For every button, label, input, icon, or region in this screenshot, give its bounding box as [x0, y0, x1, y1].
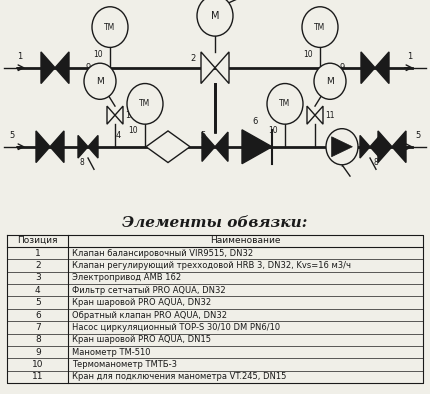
Text: 1: 1 [17, 52, 23, 61]
Polygon shape [146, 131, 190, 163]
Text: 10: 10 [93, 50, 103, 59]
Text: 11: 11 [32, 372, 43, 381]
Text: 4: 4 [35, 286, 40, 295]
Text: 8: 8 [35, 335, 41, 344]
Text: 9: 9 [339, 63, 344, 72]
Text: Клапан регулирующий трехходовой HRB 3, DN32, Kvs=16 м3/ч: Клапан регулирующий трехходовой HRB 3, D… [72, 261, 351, 270]
Text: 10: 10 [32, 360, 43, 369]
Text: 10: 10 [128, 126, 138, 136]
Polygon shape [242, 130, 272, 164]
Text: М: М [211, 11, 219, 21]
Text: 1: 1 [35, 249, 41, 258]
Text: 10: 10 [303, 50, 313, 59]
Text: 8: 8 [80, 158, 84, 167]
Text: 4: 4 [115, 131, 121, 140]
Text: Элементы обвязки:: Элементы обвязки: [122, 216, 308, 230]
Text: Термоманометр ТМТБ-3: Термоманометр ТМТБ-3 [72, 360, 177, 369]
Polygon shape [375, 52, 389, 84]
Text: 2: 2 [35, 261, 40, 270]
Text: М: М [326, 77, 334, 86]
Text: 8: 8 [374, 158, 378, 167]
Text: ТМ: ТМ [104, 22, 116, 32]
Polygon shape [41, 52, 55, 84]
Polygon shape [201, 52, 215, 84]
Text: Насос циркуляционный TOP-S 30/10 DM PN6/10: Насос циркуляционный TOP-S 30/10 DM PN6/… [72, 323, 280, 332]
Polygon shape [332, 137, 353, 157]
Text: 5: 5 [9, 131, 15, 140]
Polygon shape [88, 136, 98, 158]
Text: 11: 11 [325, 111, 335, 120]
Circle shape [84, 63, 116, 99]
Text: 5: 5 [35, 298, 41, 307]
Polygon shape [115, 106, 123, 124]
Circle shape [92, 7, 128, 47]
Text: Кран шаровой PRO AQUA, DN32: Кран шаровой PRO AQUA, DN32 [72, 298, 212, 307]
Circle shape [127, 84, 163, 124]
Text: Наименование: Наименование [210, 236, 281, 245]
Polygon shape [378, 131, 392, 163]
Text: Обратный клапан PRO AQUA, DN32: Обратный клапан PRO AQUA, DN32 [72, 310, 227, 320]
Text: I: I [167, 142, 169, 151]
Polygon shape [107, 106, 115, 124]
Circle shape [326, 129, 358, 165]
Text: 6: 6 [252, 117, 258, 126]
Circle shape [314, 63, 346, 99]
Polygon shape [36, 131, 50, 163]
Polygon shape [315, 106, 323, 124]
Text: Кран шаровой PRO AQUA, DN15: Кран шаровой PRO AQUA, DN15 [72, 335, 211, 344]
Circle shape [197, 0, 233, 36]
Polygon shape [360, 136, 370, 158]
Polygon shape [392, 131, 406, 163]
Polygon shape [78, 136, 88, 158]
Text: Манометр ТМ-510: Манометр ТМ-510 [72, 348, 151, 357]
Text: 9: 9 [35, 348, 41, 357]
Text: ТМ: ТМ [139, 99, 150, 108]
Text: 7: 7 [339, 160, 345, 169]
Polygon shape [202, 132, 215, 162]
Text: Позиция: Позиция [18, 236, 58, 245]
Text: М: М [96, 77, 104, 86]
Text: ТМ: ТМ [280, 99, 291, 108]
Text: 5: 5 [415, 131, 421, 140]
Text: Электропривод АМВ 162: Электропривод АМВ 162 [72, 273, 181, 282]
Text: 9: 9 [86, 63, 91, 72]
Text: 2: 2 [190, 54, 196, 63]
Text: 1: 1 [407, 52, 413, 61]
Text: 10: 10 [268, 126, 278, 136]
Text: Кран для подключения манометра VT.245, DN15: Кран для подключения манометра VT.245, D… [72, 372, 287, 381]
Polygon shape [215, 52, 229, 84]
Text: 3: 3 [35, 273, 41, 282]
Text: 5: 5 [200, 131, 206, 140]
Text: Клапан балансировочный VIR9515, DN32: Клапан балансировочный VIR9515, DN32 [72, 249, 253, 258]
Polygon shape [215, 132, 228, 162]
Polygon shape [370, 136, 380, 158]
Text: 7: 7 [35, 323, 41, 332]
Polygon shape [55, 52, 69, 84]
Text: Фильтр сетчатый PRO AQUA, DN32: Фильтр сетчатый PRO AQUA, DN32 [72, 286, 226, 295]
Text: 11: 11 [125, 111, 135, 120]
Polygon shape [361, 52, 375, 84]
Text: 6: 6 [35, 310, 41, 320]
Circle shape [267, 84, 303, 124]
Text: ТМ: ТМ [314, 22, 326, 32]
Circle shape [302, 7, 338, 47]
Polygon shape [50, 131, 64, 163]
Polygon shape [307, 106, 315, 124]
